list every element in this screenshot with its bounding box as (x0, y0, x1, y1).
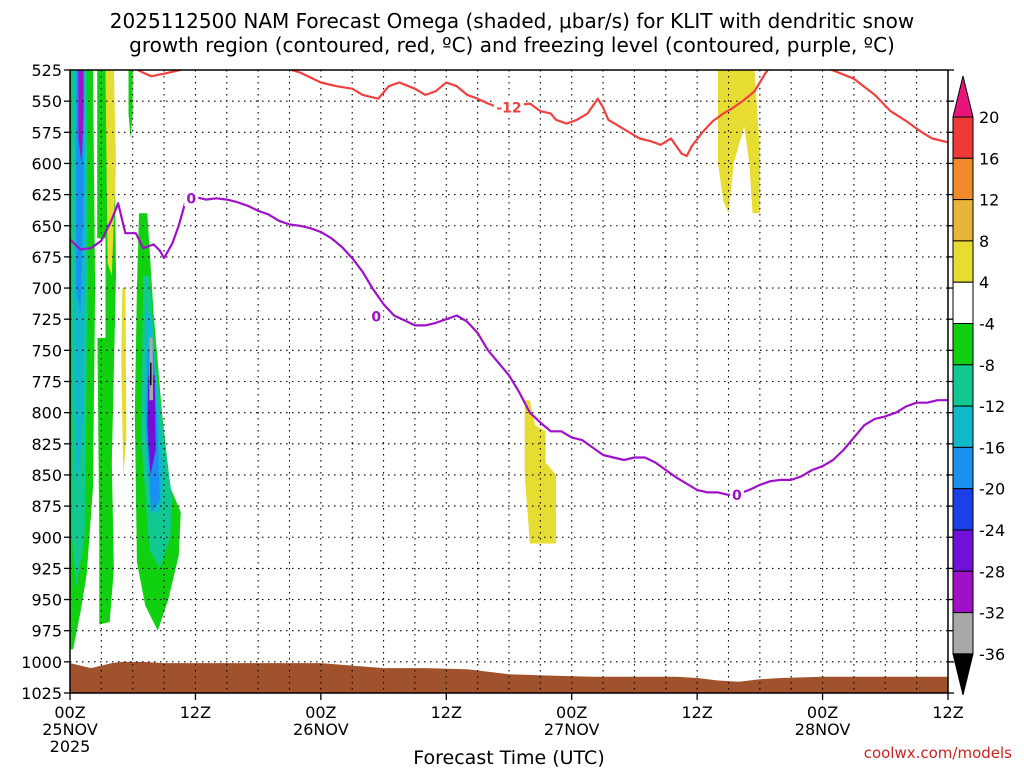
y-tick-label-775: 775 (31, 373, 62, 392)
colorbar-label-11: -28 (979, 562, 1005, 581)
x-tick-date-0: 25NOV (42, 720, 98, 739)
colorbar-bin-7 (952, 364, 974, 407)
colorbar-label-1: 16 (979, 149, 999, 168)
y-tick-label-550: 550 (31, 92, 62, 111)
x-tick-label-60: 12Z (681, 703, 712, 722)
colorbar-bin-12 (952, 570, 974, 614)
omega-region-yellow-early-2 (105, 70, 116, 276)
colorbar-bin-11 (952, 529, 974, 572)
y-tick-label-675: 675 (31, 248, 62, 267)
colorbar-label-6: -8 (979, 356, 995, 375)
x-tick-date-48: 27NOV (544, 720, 600, 739)
colorbar-label-4: 4 (979, 273, 989, 292)
y-tick-label-975: 975 (31, 622, 62, 641)
colorbar-bin-2 (952, 157, 974, 201)
colorbar-bin-4 (952, 240, 974, 283)
colorbar-bin-top (952, 75, 974, 118)
y-tick-label-600: 600 (31, 154, 62, 173)
colorbar-label-10: -24 (979, 521, 1005, 540)
colorbar-bin-8 (952, 405, 974, 448)
x-tick-label-72: 00Z (807, 703, 838, 722)
colorbar-label-8: -16 (979, 438, 1005, 457)
x-tick-label-84: 12Z (932, 703, 963, 722)
colorbar-label-9: -20 (979, 480, 1005, 499)
x-tick-label-48: 00Z (556, 703, 587, 722)
y-tick-label-950: 950 (31, 591, 62, 610)
y-tick-label-725: 725 (31, 310, 62, 329)
y-axis: 525 550 575 600 625 650 675 700 725 750 775 800 825 8… (21, 61, 954, 703)
freezing-contour-label-0: 0 (186, 191, 196, 207)
colorbar-bin-5 (952, 281, 974, 325)
y-tick-label-650: 650 (31, 217, 62, 236)
dgz-contour-line (137, 70, 948, 158)
x-tick-label-36: 12Z (431, 703, 462, 722)
colorbar-bin-bottom (952, 653, 974, 696)
omega-region-black-core (150, 362, 152, 386)
colorbar-bin-6 (952, 323, 974, 366)
freezing-contour-label-bg-2 (729, 486, 744, 503)
y-tick-label-850: 850 (31, 466, 62, 485)
colorbar-label-3: 8 (979, 232, 989, 251)
colorbar-bin-13 (952, 612, 974, 655)
x-tick-label-12: 12Z (180, 703, 211, 722)
omega-region-yellow-early-3 (121, 288, 127, 475)
colorbar-label-2: 12 (979, 191, 999, 210)
plot-area: -12 0 0 0 (70, 70, 948, 693)
colorbar-bin-3 (952, 199, 974, 242)
omega-region-yellow-mid (524, 400, 556, 544)
y-tick-label-700: 700 (31, 279, 62, 298)
colorbar: 20 16 12 8 4 -4 -8 -12 -16 -20 -24 -28 -32 -36 (952, 75, 1005, 696)
colorbar-label-12: -32 (979, 604, 1005, 623)
freezing-contour-label-bg-1 (369, 308, 384, 325)
contours: -12 0 0 0 (70, 70, 948, 504)
y-tick-label-575: 575 (31, 123, 62, 142)
y-tick-label-900: 900 (31, 528, 62, 547)
y-tick-label-625: 625 (31, 186, 62, 205)
freezing-contour-label-1: 0 (371, 310, 381, 326)
colorbar-label-7: -12 (979, 397, 1005, 416)
omega-region-white-gap-2 (120, 70, 133, 313)
y-tick-label-875: 875 (31, 497, 62, 516)
y-tick-label-925: 925 (31, 559, 62, 578)
colorbar-label-13: -36 (979, 645, 1005, 664)
colorbar-label-0: 20 (979, 108, 999, 127)
colorbar-bin-10 (952, 488, 974, 531)
dgz-contour-label-bg-0 (494, 99, 524, 116)
y-tick-label-525: 525 (31, 61, 62, 80)
x-tick-date-24: 26NOV (293, 720, 349, 739)
x-tick-label-0: 00Z (54, 703, 85, 722)
y-tick-label-1000: 1000 (21, 653, 62, 672)
x-tick-date-72: 28NOV (795, 720, 851, 739)
site-credit: coolwx.com/models (864, 744, 1012, 762)
chart-title-line-2: growth region (contoured, red, ºC) and f… (129, 33, 895, 57)
y-tick-label-825: 825 (31, 435, 62, 454)
colorbar-bin-9 (952, 446, 974, 490)
colorbar-label-5: -4 (979, 315, 995, 334)
omega-region-green-tail (128, 70, 133, 139)
colorbar-bin-1 (952, 116, 974, 159)
x-tick-label-24: 00Z (305, 703, 336, 722)
freezing-contour-label-bg-0 (184, 190, 199, 207)
x-axis-label: Forecast Time (UTC) (413, 747, 604, 768)
omega-region-yellow-late (718, 70, 760, 214)
chart-title-line-1: 2025112500 NAM Forecast Omega (shaded, μ… (110, 9, 914, 33)
omega-region-purple-col-1 (78, 70, 84, 164)
y-tick-label-750: 750 (31, 341, 62, 360)
y-tick-label-1025: 1025 (21, 684, 62, 703)
x-tick-year-0: 2025 (50, 737, 91, 756)
dgz-contour-label-0: -12 (496, 100, 521, 116)
freezing-contour-label-2: 0 (732, 488, 742, 504)
y-tick-label-800: 800 (31, 404, 62, 423)
